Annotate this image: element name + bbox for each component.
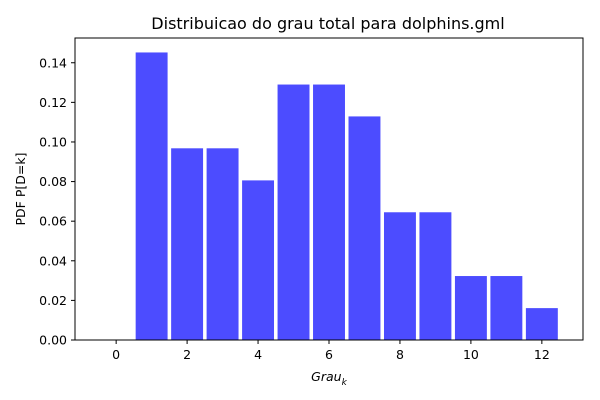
y-axis-ticks: 0.00 0.02 0.04 0.06 0.08 0.10 0.12 0.14: [39, 55, 75, 348]
x-tick-label: 4: [254, 347, 262, 362]
y-tick-label: 0.04: [39, 253, 67, 268]
x-tick-label: 10: [463, 347, 479, 362]
y-tick-label: 0.12: [39, 95, 67, 110]
bar-k-8: [383, 212, 416, 340]
y-tick-label: 0.14: [39, 55, 67, 70]
y-axis-label: PDF P[D=k]: [13, 153, 28, 226]
bar-k-9: [419, 212, 452, 340]
bar-k-5: [277, 84, 310, 340]
x-tick-label: 8: [396, 347, 404, 362]
bar-k-3: [206, 148, 239, 340]
y-tick-label: 0.00: [39, 333, 67, 348]
bar-k-1: [135, 52, 168, 341]
bar-k-6: [313, 84, 345, 340]
plot-frame: [74, 37, 584, 341]
x-tick-label: 2: [183, 347, 191, 362]
bar-k-2: [171, 148, 204, 340]
bars-group: [135, 52, 558, 341]
bar-k-7: [348, 116, 381, 340]
x-axis-label-subscript: k: [342, 378, 348, 388]
bar-k-10: [454, 276, 487, 340]
x-tick-label: 0: [112, 347, 120, 362]
y-tick-label: 0.06: [39, 214, 67, 229]
x-axis-label-main: Grau: [311, 369, 341, 384]
bar-k-4: [242, 180, 275, 340]
x-axis-label: Grauk: [311, 369, 347, 388]
y-tick-label: 0.10: [39, 134, 67, 149]
y-tick-label: 0.02: [39, 293, 67, 308]
x-axis-ticks: 0 2 4 6 8 10 12: [112, 340, 550, 362]
x-tick-label: 12: [534, 347, 550, 362]
x-tick-label: 6: [325, 347, 333, 362]
y-tick-label: 0.08: [39, 174, 67, 189]
chart-title: Distribuicao do grau total para dolphins…: [151, 14, 504, 33]
bar-k-11: [490, 276, 523, 340]
bar-k-12: [525, 308, 558, 340]
